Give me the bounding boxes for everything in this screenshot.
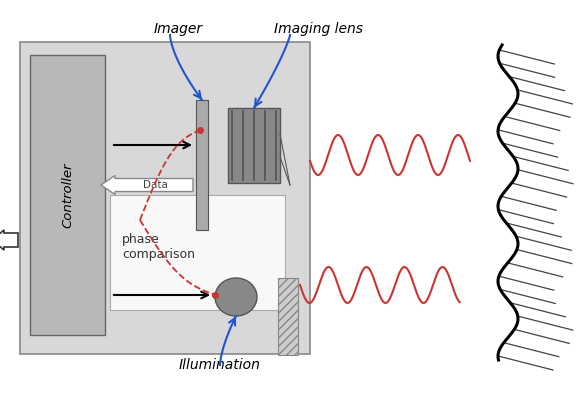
Bar: [196, 100, 208, 230]
Text: Imager: Imager: [153, 22, 202, 36]
Bar: [30, 55, 105, 335]
Bar: [228, 108, 280, 183]
Text: Data: Data: [143, 180, 167, 190]
FancyArrow shape: [101, 176, 193, 195]
Bar: [20, 42, 310, 354]
Text: Imaging lens: Imaging lens: [274, 22, 363, 36]
Ellipse shape: [215, 278, 257, 316]
Text: phase
comparison: phase comparison: [122, 233, 195, 261]
Bar: [278, 278, 298, 355]
Text: Illumination: Illumination: [179, 358, 261, 372]
Text: Controller: Controller: [61, 162, 74, 228]
Bar: [110, 195, 285, 310]
FancyArrow shape: [0, 230, 18, 250]
